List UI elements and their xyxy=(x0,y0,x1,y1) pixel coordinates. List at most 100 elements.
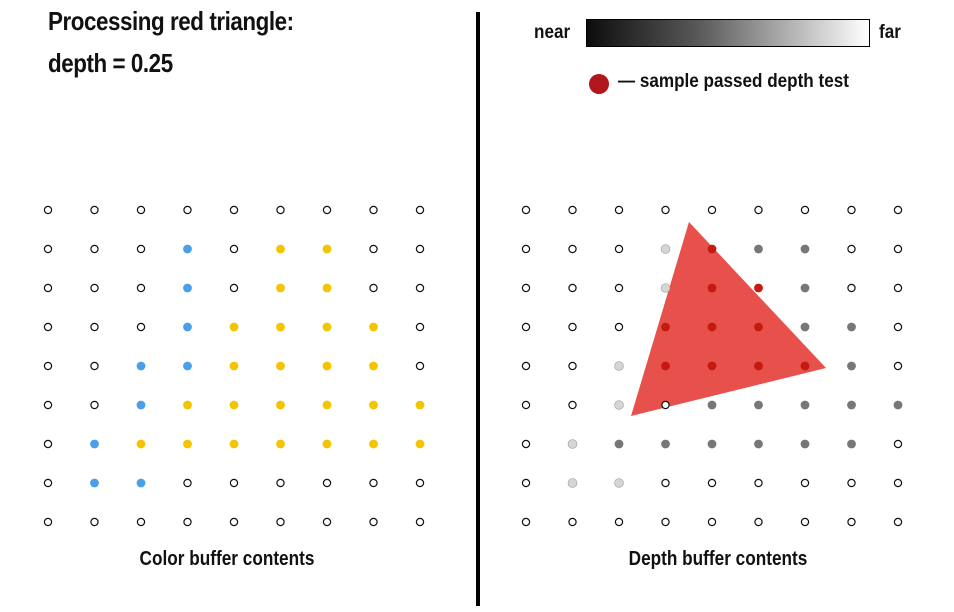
depth-sample xyxy=(893,205,903,215)
depth-sample xyxy=(800,322,810,332)
depth-sample xyxy=(847,361,856,371)
depth-sample xyxy=(614,244,624,254)
color-sample xyxy=(90,400,99,410)
color-sample xyxy=(322,439,332,449)
color-buffer-caption: Color buffer contents xyxy=(139,548,315,570)
title-line-2: depth = 0.25 xyxy=(48,48,173,78)
depth-sample xyxy=(893,517,903,527)
color-sample xyxy=(322,322,332,332)
color-sample xyxy=(183,517,192,527)
color-sample xyxy=(229,205,239,215)
color-sample xyxy=(90,244,99,254)
depth-sample xyxy=(568,517,577,527)
depth-sample xyxy=(660,283,671,293)
depth-sample xyxy=(614,283,624,293)
depth-sample xyxy=(754,478,763,488)
depth-sample xyxy=(614,361,624,371)
depth-sample xyxy=(800,283,810,293)
depth-sample xyxy=(893,283,903,293)
depth-sample xyxy=(521,517,531,527)
red-triangle xyxy=(631,222,826,416)
color-sample xyxy=(90,322,99,332)
depth-sample xyxy=(800,244,810,254)
color-sample xyxy=(229,400,239,410)
color-sample xyxy=(276,400,285,410)
passed-depth-sample xyxy=(754,361,763,371)
color-sample xyxy=(136,400,146,410)
color-sample xyxy=(276,439,285,449)
color-sample xyxy=(136,517,146,527)
color-sample xyxy=(415,205,425,215)
far-label: far xyxy=(879,22,901,43)
color-sample xyxy=(229,322,239,332)
color-sample xyxy=(229,361,239,371)
depth-sample xyxy=(568,283,577,293)
color-sample xyxy=(43,361,53,371)
color-sample xyxy=(276,478,285,488)
depth-sample xyxy=(847,400,856,410)
depth-sample xyxy=(800,400,810,410)
depth-sample xyxy=(521,439,531,449)
depth-gradient-bar xyxy=(586,19,870,47)
color-sample xyxy=(229,244,239,254)
color-sample xyxy=(369,205,378,215)
color-sample xyxy=(136,439,146,449)
color-sample xyxy=(369,361,378,371)
color-sample xyxy=(136,478,146,488)
depth-sample xyxy=(707,439,717,449)
passed-depth-sample xyxy=(707,361,717,371)
color-sample xyxy=(369,478,378,488)
passed-sample-legend-label: — sample passed depth test xyxy=(618,71,849,92)
passed-depth-sample xyxy=(707,322,717,332)
passed-sample-legend-dot xyxy=(589,74,609,94)
color-sample xyxy=(43,478,53,488)
color-sample xyxy=(136,244,146,254)
passed-depth-sample xyxy=(800,361,810,371)
depth-sample xyxy=(521,283,531,293)
color-sample xyxy=(183,478,192,488)
depth-sample xyxy=(568,400,577,410)
color-sample xyxy=(90,478,99,488)
depth-sample xyxy=(754,205,763,215)
depth-sample xyxy=(661,400,670,410)
depth-sample xyxy=(661,439,670,449)
color-sample xyxy=(322,361,332,371)
color-sample xyxy=(136,283,146,293)
color-sample xyxy=(276,205,285,215)
color-sample xyxy=(90,361,99,371)
passed-depth-sample xyxy=(754,283,763,293)
passed-depth-sample xyxy=(707,244,717,254)
passed-depth-sample xyxy=(754,322,763,332)
color-sample xyxy=(43,205,53,215)
depth-sample xyxy=(521,205,531,215)
color-sample xyxy=(415,361,425,371)
passed-depth-sample xyxy=(661,361,670,371)
color-sample xyxy=(43,517,53,527)
depth-sample xyxy=(521,322,531,332)
depth-sample xyxy=(614,517,624,527)
color-sample xyxy=(322,205,332,215)
color-sample xyxy=(136,322,146,332)
depth-sample xyxy=(568,322,577,332)
color-sample xyxy=(43,439,53,449)
color-sample xyxy=(90,517,99,527)
depth-sample xyxy=(614,478,624,488)
depth-sample xyxy=(800,478,810,488)
depth-sample xyxy=(893,400,903,410)
color-sample xyxy=(276,283,285,293)
color-sample xyxy=(183,322,192,332)
depth-buffer-caption: Depth buffer contents xyxy=(628,548,808,570)
depth-sample xyxy=(521,361,531,371)
color-sample xyxy=(322,478,332,488)
color-sample xyxy=(415,244,425,254)
color-sample xyxy=(43,322,53,332)
title-line-1: Processing red triangle: xyxy=(48,6,294,36)
color-sample xyxy=(183,205,192,215)
depth-sample xyxy=(568,244,577,254)
depth-sample xyxy=(800,205,810,215)
depth-sample xyxy=(707,400,717,410)
color-sample xyxy=(322,244,332,254)
depth-sample xyxy=(568,361,577,371)
color-sample xyxy=(415,322,425,332)
color-sample xyxy=(369,517,378,527)
